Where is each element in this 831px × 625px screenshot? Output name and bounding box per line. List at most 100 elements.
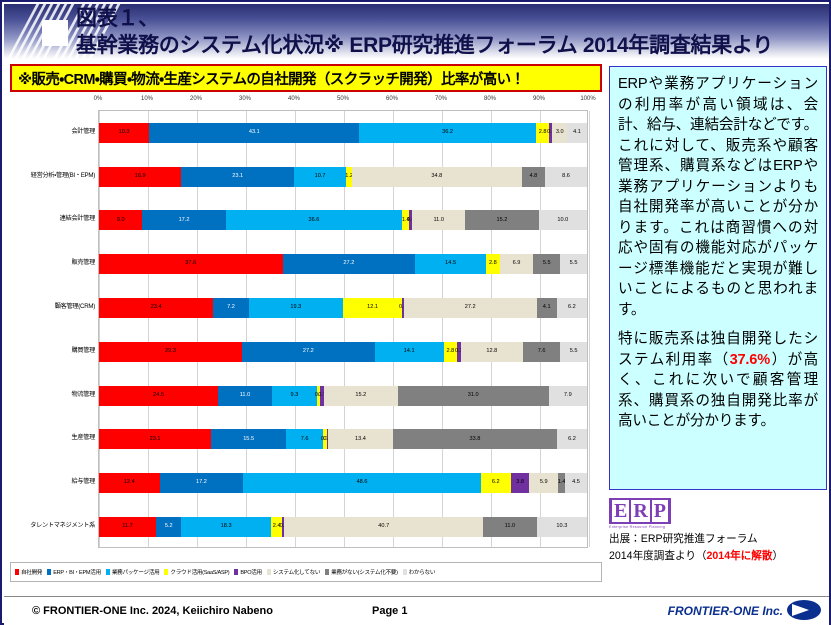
bar-segment-value: 36.2 bbox=[442, 129, 454, 136]
legend-item: 業務がない(システム化不要) bbox=[325, 568, 398, 576]
bar-segment: 24.5 bbox=[99, 385, 219, 406]
chart-category-row: 給与管理 12.4 17.2 48.6 6.2 3.8 5.9 1.4 4.5 bbox=[71, 461, 587, 505]
bar-segment: 27.2 bbox=[241, 341, 375, 362]
bar-segment-value: 7.6 bbox=[537, 348, 546, 355]
chart-gridline bbox=[491, 111, 492, 547]
legend-label: 業務がない(システム化不要) bbox=[331, 570, 398, 576]
bar-segment: 2.8 bbox=[443, 341, 458, 362]
bar-segment: 10.0 bbox=[538, 210, 587, 231]
legend-swatch bbox=[47, 569, 52, 575]
bar-segment-value: 7.9 bbox=[563, 391, 572, 398]
bar-segment-value: 14.1 bbox=[403, 348, 415, 355]
bar-segment: 2.4 bbox=[270, 517, 283, 538]
bar-segment-value: 14.5 bbox=[445, 260, 457, 267]
bar-segment-value: 33.8 bbox=[469, 435, 481, 442]
chart-plot-area: 会計管理 10.3 43.1 36.2 2.8 0.6 3.0 4.1 経営分析・管理(BI・E… bbox=[30, 110, 590, 548]
bar-segment-value: 2.8 bbox=[446, 348, 455, 355]
chart-category-label: 経営分析・管理(BI・EPM) bbox=[30, 171, 96, 179]
chart-category-label: 販売管理 bbox=[71, 259, 95, 267]
legend-label: クラウド活用(SaaS/ASP) bbox=[170, 570, 230, 576]
bar-segment-value: 16.9 bbox=[134, 172, 146, 179]
highlight-banner-text: ※販売・CRM・購買・物流・生産システムの自社開発（スクラッチ開発）比率が高い！ bbox=[18, 71, 525, 88]
bar-segment-value: 5.2 bbox=[164, 523, 173, 530]
legend-label: BPO活用 bbox=[240, 570, 262, 576]
chart-category-label: 生産管理 bbox=[71, 434, 95, 442]
bar-segment-value: 11.7 bbox=[122, 523, 133, 530]
bar-segment-value: 6.9 bbox=[512, 260, 521, 267]
bar-segment-value: 27.2 bbox=[302, 348, 314, 355]
bar-segment: 17.2 bbox=[142, 210, 226, 231]
bar-segment: 36.2 bbox=[359, 122, 536, 143]
bar-segment: 37.6 bbox=[99, 254, 283, 275]
footer-brand-name: FRONTIER-ONE Inc. bbox=[667, 604, 783, 618]
bar-segment-value: 4.1 bbox=[573, 129, 581, 136]
stacked-bar: 24.5 11.0 9.3 0.7 0.7 15.2 31.0 7.9 bbox=[99, 385, 588, 406]
x-axis-tick-label: 30% bbox=[238, 96, 252, 102]
footer-divider bbox=[4, 596, 829, 597]
bar-segment-value: 43.1 bbox=[248, 129, 260, 136]
bar-segment: 2.8 bbox=[535, 122, 550, 143]
bar-segment: 13.4 bbox=[327, 429, 393, 450]
bar-segment-value: 15.2 bbox=[355, 391, 367, 398]
legend-item: 業務パッケージ活用 bbox=[105, 568, 160, 576]
bar-segment-value: 12.1 bbox=[367, 304, 379, 311]
x-axis-tick-label: 80% bbox=[483, 96, 497, 102]
stacked-bar: 29.3 27.2 14.1 2.8 0.7 12.8 7.6 5.5 bbox=[99, 341, 587, 362]
stacked-bar-chart: 0% 10% 20% 30% 40% 50% 60% 70% 80% 90% 100% 会計管理 10… bbox=[10, 96, 602, 586]
bar-segment: 17.2 bbox=[159, 473, 244, 494]
footer-copyright: © FRONTIER-ONE Inc. 2024, Keiichiro Nabe… bbox=[32, 605, 273, 617]
bar-segment: 11.0 bbox=[218, 385, 272, 406]
bar-segment: 23.4 bbox=[99, 298, 214, 319]
erp-logo-subtitle: Enterprise Resource Planning bbox=[609, 525, 666, 529]
bar-segment: 10.3 bbox=[536, 517, 587, 538]
chart-gridline bbox=[295, 111, 296, 547]
bar-segment: 29.3 bbox=[99, 341, 242, 362]
bar-segment-value: 31.0 bbox=[467, 391, 479, 398]
commentary-paragraph-1: ERPや業務アプリケーションの利用率が高い領域は、会計、給与、連結会計などです。… bbox=[618, 76, 818, 318]
bar-segment: 14.1 bbox=[374, 341, 444, 362]
chart-gridline bbox=[540, 111, 541, 547]
legend-item: ERP・BI・EPM活用 bbox=[47, 568, 101, 576]
stacked-bar: 16.9 23.1 10.7 1.2 34.8 4.8 8.6 bbox=[99, 166, 587, 187]
bar-segment-value: 19.3 bbox=[290, 304, 302, 311]
bar-segment: 48.6 bbox=[243, 473, 481, 494]
legend-label: わからない bbox=[408, 570, 436, 576]
bar-segment-value: 24.5 bbox=[153, 391, 165, 398]
bar-segment: 7.9 bbox=[548, 385, 588, 406]
bar-segment: 12.1 bbox=[343, 298, 403, 319]
bar-segment: 6.2 bbox=[556, 298, 587, 319]
bar-segment: 19.3 bbox=[248, 298, 344, 319]
bar-segment-value: 5.5 bbox=[569, 348, 578, 355]
x-axis-tick-label: 20% bbox=[189, 96, 203, 102]
bar-segment-value: 17.2 bbox=[178, 216, 190, 223]
chart-category-label: 顧客管理(CRM) bbox=[54, 303, 96, 311]
source-line2-before: 2014年度調査より（ bbox=[609, 550, 707, 562]
chart-gridline bbox=[344, 111, 345, 547]
bar-segment: 5.9 bbox=[529, 473, 559, 494]
bar-segment: 5.5 bbox=[533, 254, 561, 275]
legend-swatch bbox=[234, 569, 239, 575]
bar-segment-value: 4.5 bbox=[572, 479, 580, 486]
bar-segment: 23.1 bbox=[181, 166, 294, 187]
chart-category-row: 購買管理 29.3 27.2 14.1 2.8 0.7 12.8 7.6 5.5 bbox=[71, 330, 587, 374]
bar-segment: 43.1 bbox=[149, 122, 360, 143]
stacked-bar: 23.115.57.60.70.313.433.86.2 bbox=[99, 429, 587, 450]
stacked-bar: 11.75.218.32.40.440.711.010.3 bbox=[99, 517, 587, 538]
bar-segment-value: 4.8 bbox=[529, 172, 538, 179]
chart-category-label: 会計管理 bbox=[71, 127, 95, 135]
bar-segment-value: 8.6 bbox=[562, 172, 570, 179]
bar-segment-value: 4.1 bbox=[542, 304, 551, 311]
bar-segment-value: 2.8 bbox=[538, 129, 547, 136]
legend-item: クラウド活用(SaaS/ASP) bbox=[164, 568, 230, 576]
bar-segment-value: 34.8 bbox=[431, 172, 443, 179]
bar-segment: 5.2 bbox=[156, 517, 182, 538]
bar-segment: 16.9 bbox=[99, 166, 182, 187]
bar-segment-value: 48.6 bbox=[356, 479, 368, 486]
legend-swatch bbox=[164, 569, 169, 575]
chart-gridline bbox=[246, 111, 247, 547]
bar-segment: 33.8 bbox=[392, 429, 557, 450]
legend-label: システム化してない bbox=[272, 570, 321, 576]
bar-segment-value: 5.9 bbox=[539, 479, 548, 486]
